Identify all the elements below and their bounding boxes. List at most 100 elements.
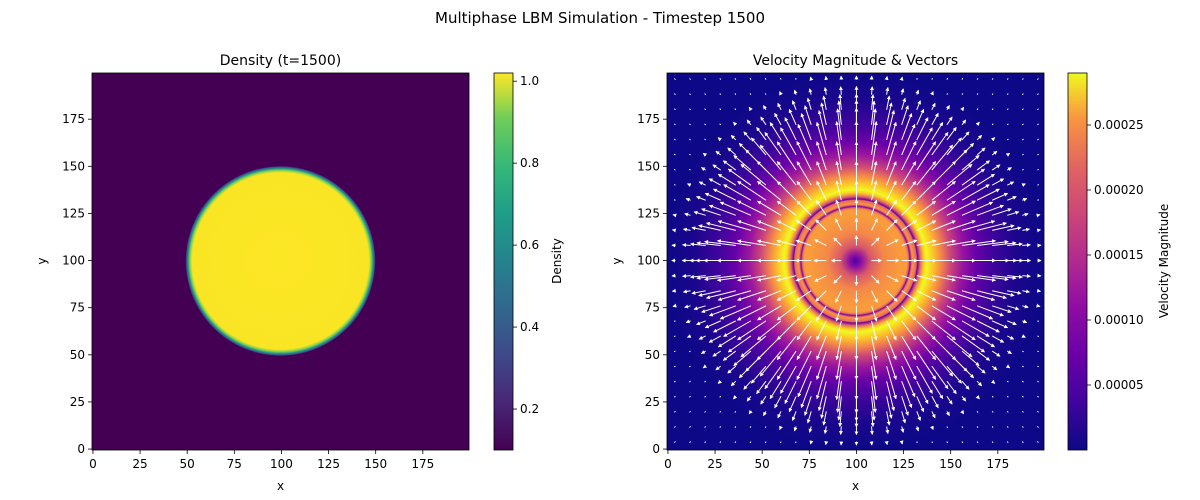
velocity-vector — [681, 243, 691, 248]
velocity-vector — [991, 78, 994, 80]
velocity-vector — [764, 131, 782, 156]
velocity-vector — [682, 227, 691, 232]
velocity-ylabel: y — [610, 257, 624, 264]
velocity-vector — [1007, 335, 1015, 340]
velocity-vector — [1037, 123, 1039, 126]
velocity-vector — [1022, 243, 1031, 248]
velocity-vector — [704, 138, 706, 141]
velocity-vector — [823, 426, 828, 435]
velocity-vector — [779, 425, 783, 431]
velocity-vector — [946, 320, 976, 341]
velocity-vector — [961, 426, 964, 428]
velocity-vector — [900, 426, 905, 433]
velocity-vector — [737, 180, 767, 201]
velocity-vector — [723, 320, 752, 337]
velocity-vector — [673, 335, 676, 337]
velocity-panel: Velocity Magnitude & Vectors x y 0 25 50 75… — [610, 53, 1045, 493]
velocity-vector — [1006, 108, 1009, 111]
velocity-vector — [961, 142, 975, 156]
velocity-vector — [693, 305, 706, 311]
velocity-vector — [901, 141, 917, 171]
velocity-vector — [671, 288, 677, 293]
velocity-vector — [717, 220, 752, 231]
velocity-vector — [1022, 319, 1028, 324]
velocity-vector — [689, 426, 691, 428]
velocity-vector — [946, 275, 976, 282]
velocity-vector — [1037, 426, 1039, 428]
density-colorbar-frame — [493, 72, 514, 451]
velocity-vector — [733, 350, 752, 367]
velocity-vector — [1037, 153, 1039, 156]
velocity-vector — [693, 210, 706, 216]
velocity-vector — [673, 153, 676, 156]
velocity-vector — [870, 94, 875, 110]
velocity-vector — [835, 350, 842, 380]
velocity-colorbar-label: Velocity Magnitude — [1157, 204, 1171, 318]
velocity-vector — [946, 137, 962, 156]
velocity-vector — [1036, 213, 1041, 218]
velocity-vector — [946, 365, 962, 384]
density-ytick-label: 0 — [77, 442, 85, 456]
velocity-vector — [901, 200, 917, 216]
velocity-vector — [835, 366, 842, 401]
velocity-vector — [719, 201, 752, 216]
velocity-vector — [961, 275, 997, 282]
velocity-vector — [976, 93, 979, 95]
velocity-vector — [719, 108, 722, 111]
velocity-xtick-label: 75 — [802, 457, 817, 471]
velocity-vector — [930, 425, 934, 431]
velocity-vector — [698, 335, 706, 340]
velocity-vector — [991, 395, 994, 398]
density-ytick-label: 175 — [62, 112, 85, 126]
velocity-vector — [1022, 138, 1024, 141]
velocity-vector — [740, 335, 767, 358]
velocity-vector — [673, 168, 676, 171]
velocity-vector — [727, 147, 737, 156]
velocity-vector — [976, 108, 979, 111]
velocity-vector — [672, 303, 677, 308]
velocity-vector — [797, 365, 812, 398]
velocity-vector — [900, 88, 905, 95]
velocity-vector — [816, 320, 827, 341]
velocity-colorbar-gradient — [1068, 73, 1087, 450]
density-ytick-label: 25 — [70, 395, 85, 409]
velocity-vector — [1022, 395, 1024, 398]
velocity-vector — [916, 335, 937, 361]
velocity-vector — [737, 320, 767, 341]
velocity-vector — [899, 440, 904, 445]
velocity-vector — [796, 200, 812, 216]
velocity-vector — [793, 426, 798, 432]
velocity-vector — [788, 396, 797, 413]
velocity-vector — [814, 239, 827, 246]
velocity-vector — [931, 200, 956, 216]
velocity-vector — [774, 112, 782, 126]
velocity-vector — [901, 161, 917, 186]
velocity-vector — [795, 239, 812, 246]
velocity-vector — [835, 180, 842, 201]
velocity-vector — [931, 112, 939, 126]
velocity-vector — [756, 320, 782, 341]
velocity-vector — [992, 208, 1012, 216]
velocity-vector — [776, 320, 797, 341]
velocity-vector — [886, 239, 899, 246]
density-colorbar-label: Density — [550, 238, 564, 284]
velocity-vector — [871, 141, 878, 171]
velocity-vector — [976, 188, 1000, 201]
velocity-vector — [961, 395, 967, 402]
velocity-vector — [740, 163, 767, 186]
velocity-vector — [1021, 410, 1024, 413]
velocity-vector — [722, 160, 737, 171]
velocity-vector — [901, 239, 918, 246]
velocity-vector — [1022, 365, 1024, 368]
velocity-vector — [776, 290, 797, 301]
velocity-vector — [788, 108, 797, 126]
velocity-vector — [946, 239, 976, 246]
velocity-vector — [991, 178, 1005, 186]
velocity-vector — [815, 219, 827, 231]
velocity-vector — [1037, 184, 1039, 186]
velocity-vector — [886, 141, 897, 171]
velocity-vector — [769, 380, 782, 400]
velocity-vector — [886, 121, 897, 156]
velocity-vector — [946, 380, 957, 395]
velocity-vector — [886, 411, 891, 426]
